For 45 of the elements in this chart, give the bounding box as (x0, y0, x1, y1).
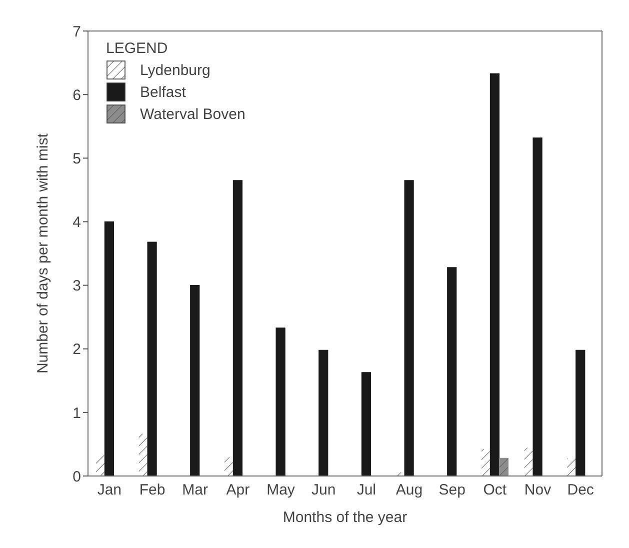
bar (524, 447, 534, 476)
bar (104, 221, 114, 476)
x-tick-label: Sep (438, 482, 466, 499)
bar (480, 448, 491, 476)
bar (95, 454, 106, 476)
bar (318, 350, 328, 476)
x-tick-label: May (266, 482, 296, 499)
y-tick-label: 0 (72, 468, 81, 486)
legend-title: LEGEND (106, 40, 169, 57)
bar (404, 180, 414, 476)
bar (138, 433, 148, 476)
bar (361, 372, 372, 476)
legend-label: Lydenburg (140, 62, 210, 78)
y-tick-label: 2 (72, 341, 81, 358)
bar (498, 458, 509, 476)
bar (190, 284, 200, 476)
x-axis-title: Months of the year (282, 509, 408, 526)
bar (224, 456, 234, 476)
y-tick-label: 5 (72, 150, 81, 168)
x-tick-label: Oct (483, 482, 508, 499)
bar (576, 350, 586, 476)
bar (276, 328, 286, 476)
x-tick-label: Nov (524, 482, 552, 499)
legend-label: Waterval Boven (140, 106, 246, 122)
y-tick-label: 3 (72, 278, 81, 295)
y-tick-label: 6 (72, 86, 81, 104)
bar (566, 458, 576, 476)
y-tick-label: 7 (72, 23, 81, 40)
x-tick-label: Mar (182, 482, 208, 499)
y-tick-label: 1 (72, 404, 81, 422)
x-tick-label: Feb (139, 482, 166, 499)
x-tick-label: Jul (356, 482, 376, 499)
x-tick-label: Apr (226, 482, 250, 499)
x-tick-label: Jun (311, 482, 336, 499)
legend-label: Belfast (140, 84, 186, 100)
y-axis-title: Number of days per month with mist (34, 132, 52, 374)
bar (490, 73, 500, 476)
y-tick-label: 4 (72, 214, 81, 232)
bar (447, 267, 457, 476)
bar (232, 180, 243, 476)
bar (532, 138, 542, 476)
x-tick-label: Aug (396, 482, 423, 499)
x-tick-label: Dec (567, 482, 594, 499)
x-tick-label: Jan (97, 482, 122, 499)
bar (147, 242, 157, 476)
